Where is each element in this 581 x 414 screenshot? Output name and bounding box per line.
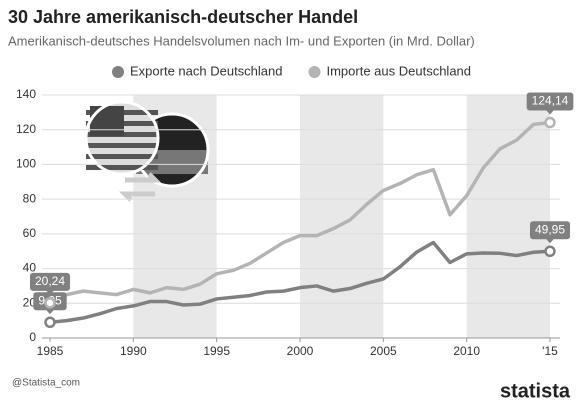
data-label-pointer	[546, 238, 554, 244]
x-tick-label: 2005	[370, 344, 397, 358]
data-label-text: 20,24	[35, 274, 65, 288]
x-tick-label: 2010	[453, 344, 480, 358]
data-label-box	[526, 92, 574, 111]
data-label-box	[529, 221, 571, 240]
band	[466, 95, 550, 338]
data-label-box	[29, 272, 71, 291]
point	[544, 116, 556, 129]
y-tick-label: 120	[16, 122, 36, 136]
y-tick-label: 60	[23, 226, 37, 240]
y-tick-label: 100	[16, 157, 36, 171]
data-label-text: 124,14	[532, 94, 569, 108]
series-line	[49, 120, 551, 305]
chart-title: 30 Jahre amerikanisch-deutscher Handel	[8, 7, 358, 27]
point	[44, 297, 56, 309]
y-tick-label: 0	[29, 330, 36, 344]
flag-icon	[84, 100, 210, 202]
x-tick-label: 1990	[120, 344, 147, 358]
series-line	[49, 240, 551, 325]
band	[300, 95, 384, 338]
x-tick-label: 1995	[203, 344, 230, 358]
x-tick-label: '15	[542, 344, 558, 358]
data-label: 49,95	[529, 221, 571, 244]
y-tick-label: 20	[23, 295, 37, 309]
footer-source: @Statista_com	[12, 378, 80, 389]
x-tick-label: 2000	[287, 344, 314, 358]
point	[544, 245, 556, 258]
data-label-pointer	[46, 309, 54, 315]
data-label: 20,24	[29, 272, 71, 295]
x-tick-label: 1985	[37, 344, 64, 358]
data-label-pointer	[46, 290, 54, 295]
y-tick-label: 140	[16, 87, 36, 101]
legend-label: Importe aus Deutschland	[326, 63, 471, 78]
chart-subtitle: Amerikanisch-deutsches Handelsvolumen na…	[8, 33, 475, 48]
legend-marker	[308, 66, 321, 78]
point	[44, 316, 56, 329]
legend-marker	[112, 66, 124, 78]
y-tick-label: 80	[23, 191, 37, 205]
data-label: 124,14	[526, 92, 574, 115]
data-label-pointer	[546, 110, 554, 115]
footer-brand: statista	[500, 380, 571, 402]
legend-label: Exporte nach Deutschland	[130, 63, 282, 78]
y-tick-label: 40	[23, 261, 37, 275]
data-label-text: 49,95	[535, 222, 565, 236]
